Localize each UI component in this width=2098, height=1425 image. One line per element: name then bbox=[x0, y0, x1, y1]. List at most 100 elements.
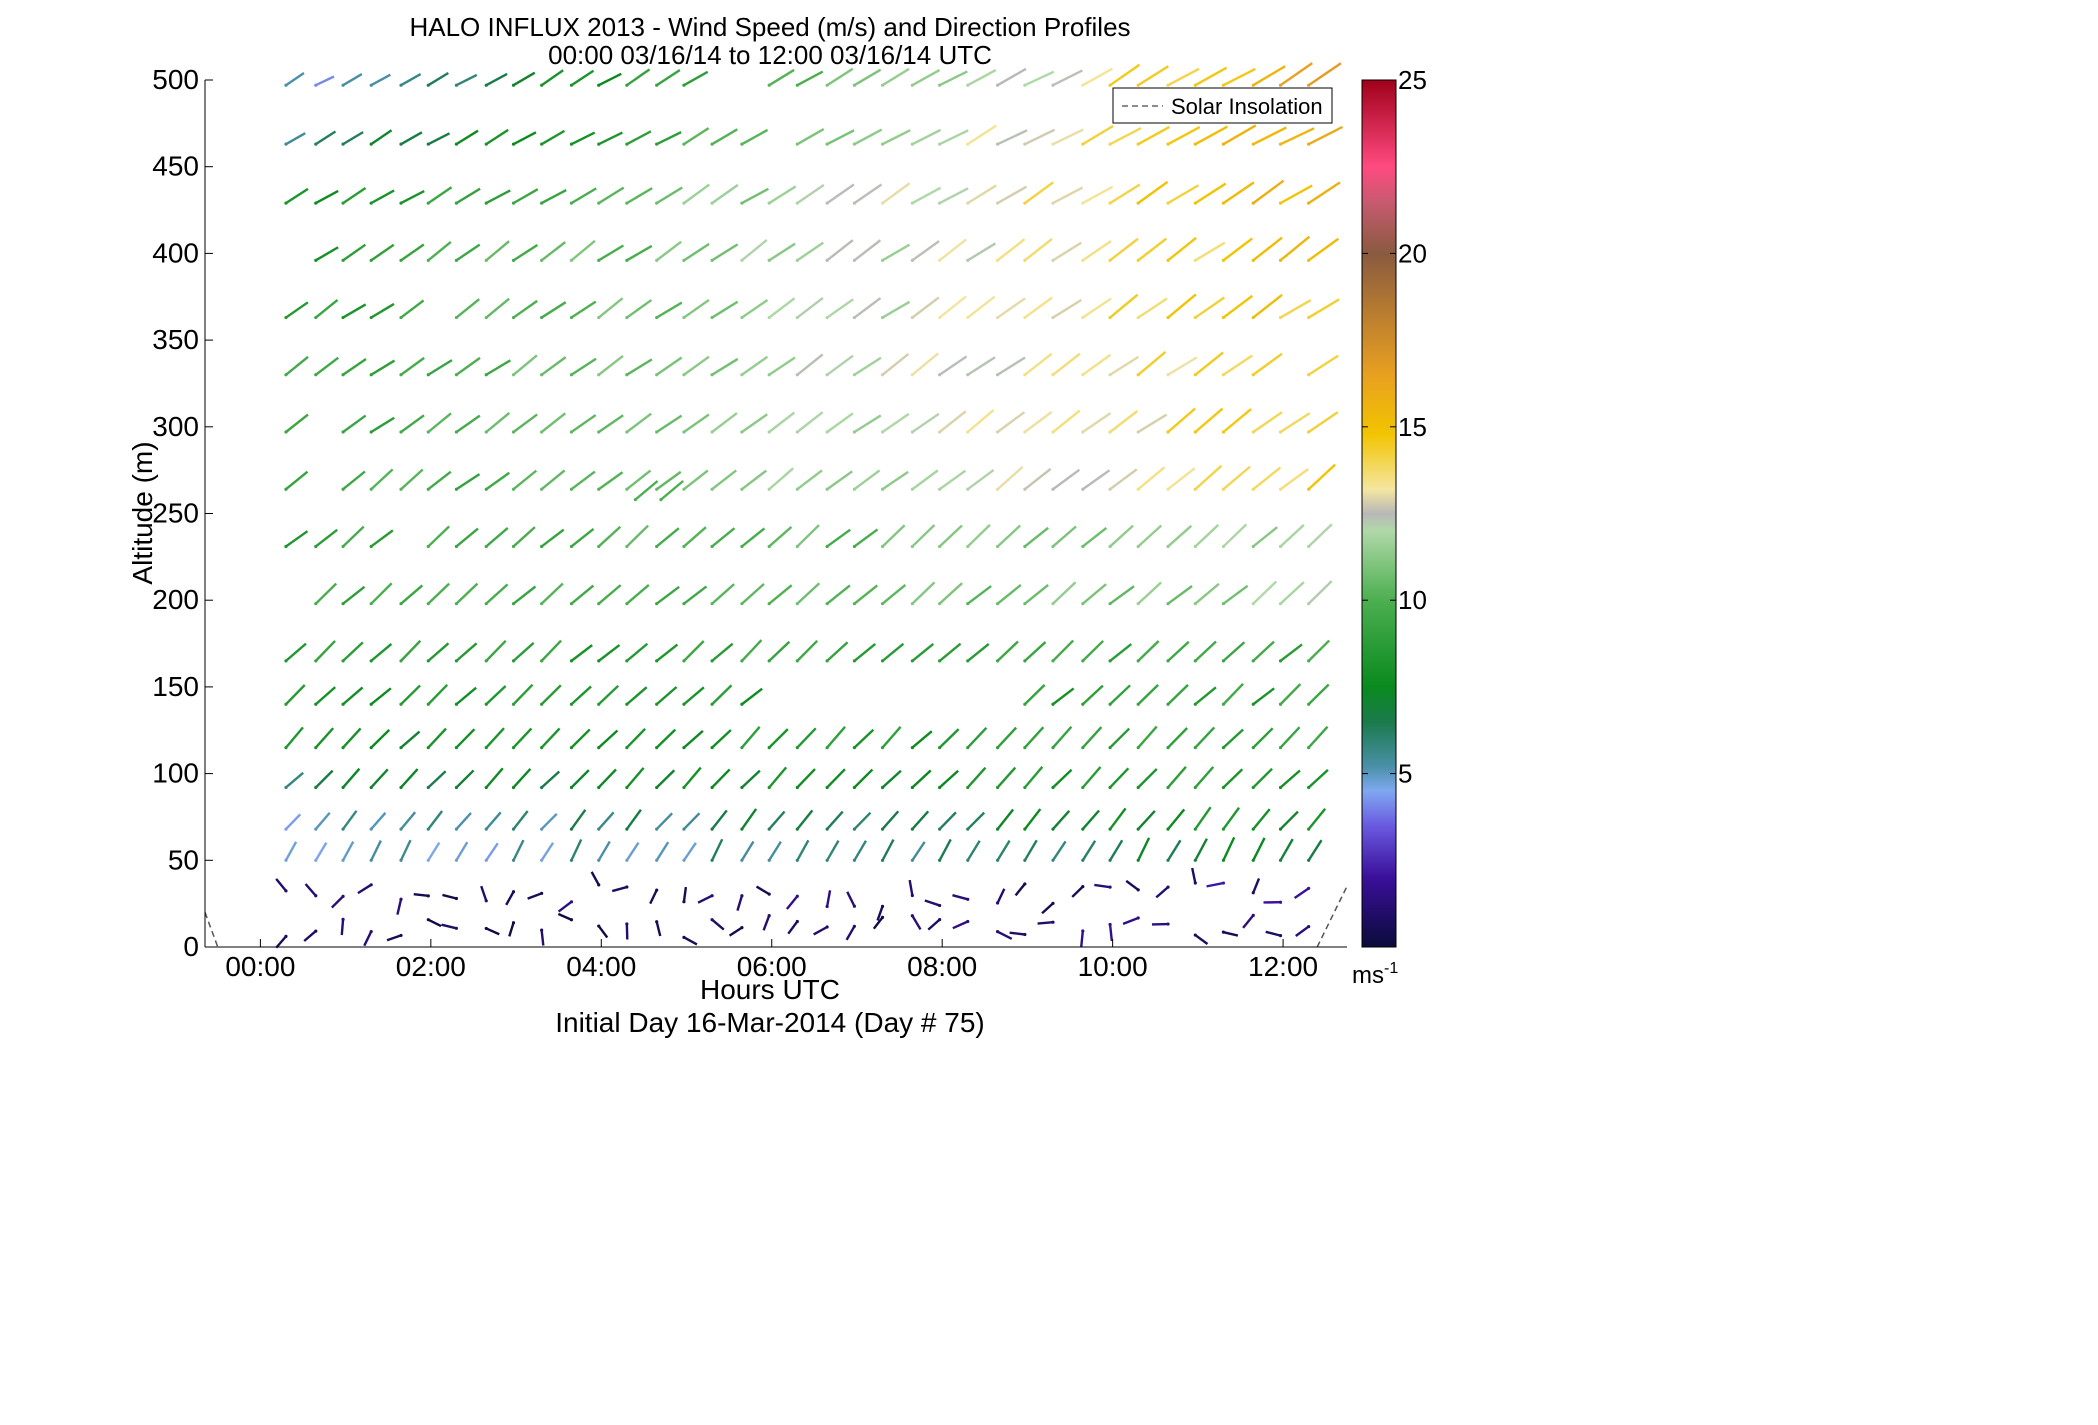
wind-vector bbox=[485, 685, 507, 706]
wind-vector bbox=[512, 768, 532, 789]
wind-vector-origin bbox=[852, 487, 857, 491]
colorbar-tick-label: 25 bbox=[1398, 65, 1427, 95]
wind-vector-origin bbox=[995, 315, 1000, 320]
wind-vector-origin bbox=[399, 487, 403, 491]
wind-vector bbox=[768, 68, 795, 87]
wind-vector bbox=[527, 892, 543, 900]
wind-vector-origin bbox=[938, 903, 942, 908]
wind-vector bbox=[285, 187, 309, 205]
wind-vector bbox=[485, 639, 507, 662]
wind-vector bbox=[315, 75, 335, 87]
wind-vector-origin bbox=[597, 827, 601, 831]
wind-vector-origin bbox=[511, 785, 516, 790]
colorbar-fill bbox=[1361, 79, 1397, 948]
y-tick-label: 100 bbox=[152, 758, 199, 789]
wind-vector bbox=[938, 642, 962, 662]
wind-vector-origin bbox=[625, 83, 629, 87]
wind-vector-origin bbox=[540, 430, 544, 434]
wind-vector bbox=[625, 767, 645, 789]
wind-vector-origin bbox=[825, 904, 829, 909]
wind-vector bbox=[1222, 682, 1244, 706]
wind-vector-origin bbox=[740, 201, 744, 205]
wind-vector bbox=[400, 356, 425, 376]
wind-vector-origin bbox=[1081, 884, 1085, 889]
wind-vector bbox=[768, 411, 796, 433]
wind-vector bbox=[512, 810, 529, 830]
wind-vector bbox=[1024, 583, 1049, 605]
wind-vector bbox=[1222, 768, 1244, 789]
wind-vector-origin bbox=[1051, 702, 1055, 706]
wind-vector bbox=[598, 131, 623, 146]
wind-vector-origin bbox=[625, 487, 629, 491]
wind-vector-origin bbox=[710, 602, 714, 606]
wind-vector-origin bbox=[540, 487, 544, 491]
wind-vector-origin bbox=[682, 83, 686, 87]
wind-vector-origin bbox=[910, 83, 914, 87]
y-tick-label: 50 bbox=[168, 844, 199, 875]
wind-vector bbox=[655, 921, 662, 937]
wind-vector-origin bbox=[795, 659, 799, 663]
wind-vector bbox=[505, 891, 515, 906]
wind-vector bbox=[853, 768, 874, 789]
wind-vector bbox=[626, 358, 653, 376]
wind-vector-origin bbox=[484, 315, 488, 320]
wind-vector-origin bbox=[454, 602, 459, 606]
wind-vector bbox=[485, 297, 510, 319]
wind-vector-origin bbox=[314, 745, 318, 750]
wind-vector bbox=[1137, 466, 1166, 491]
wind-vector bbox=[598, 186, 625, 205]
wind-vector-origin bbox=[1166, 922, 1170, 926]
wind-vector-origin bbox=[740, 544, 744, 549]
wind-vector bbox=[540, 356, 567, 376]
wind-vector-origin bbox=[540, 201, 544, 205]
wind-vector-origin bbox=[767, 745, 771, 750]
wind-vector-origin bbox=[767, 602, 771, 606]
wind-vector-origin bbox=[426, 83, 430, 87]
wind-vector-origin bbox=[1251, 785, 1255, 790]
wind-vector-origin bbox=[1278, 702, 1283, 706]
wind-vector bbox=[881, 300, 911, 319]
wind-vector-origin bbox=[284, 142, 288, 146]
wind-vector bbox=[400, 468, 424, 491]
wind-vector bbox=[1222, 408, 1252, 433]
wind-vector bbox=[1194, 182, 1227, 205]
wind-vector bbox=[785, 895, 799, 910]
wind-vector bbox=[1307, 463, 1336, 491]
wind-vector-origin bbox=[910, 201, 914, 205]
wind-vector bbox=[996, 238, 1026, 262]
wind-vector bbox=[826, 810, 844, 830]
wind-vector-origin bbox=[454, 785, 459, 790]
wind-vector bbox=[570, 528, 595, 548]
wind-vector bbox=[626, 412, 652, 433]
wind-vector bbox=[1194, 296, 1226, 319]
wind-vector-origin bbox=[938, 258, 942, 262]
wind-vector-origin bbox=[1051, 258, 1055, 262]
wind-vector bbox=[1041, 902, 1054, 915]
wind-vector-origin bbox=[1081, 659, 1085, 663]
wind-vector-origin bbox=[1108, 745, 1112, 750]
wind-vector bbox=[881, 769, 902, 789]
wind-vector bbox=[1108, 924, 1114, 942]
wind-vector bbox=[625, 808, 642, 830]
wind-vector bbox=[1014, 883, 1026, 897]
wind-vector bbox=[1252, 526, 1278, 548]
wind-vector-origin bbox=[1023, 932, 1027, 937]
wind-vector bbox=[1280, 127, 1315, 146]
wind-vector-origin bbox=[1023, 258, 1027, 262]
wind-vector-origin bbox=[314, 373, 318, 377]
wind-vector bbox=[512, 299, 538, 319]
wind-vector-origin bbox=[369, 201, 373, 205]
wind-vector bbox=[787, 920, 799, 935]
wind-vector-origin bbox=[795, 544, 799, 549]
wind-vector-origin bbox=[1278, 430, 1283, 434]
wind-vector bbox=[1109, 839, 1124, 861]
wind-vector bbox=[881, 524, 906, 548]
wind-vector-origin bbox=[1081, 785, 1085, 790]
wind-vector bbox=[740, 840, 755, 861]
wind-vector-origin bbox=[597, 201, 601, 205]
wind-vector-origin bbox=[740, 659, 744, 663]
wind-vector-origin bbox=[880, 258, 885, 262]
wind-vector bbox=[400, 684, 421, 706]
wind-vector-origin bbox=[569, 544, 574, 549]
wind-vector bbox=[427, 470, 452, 491]
